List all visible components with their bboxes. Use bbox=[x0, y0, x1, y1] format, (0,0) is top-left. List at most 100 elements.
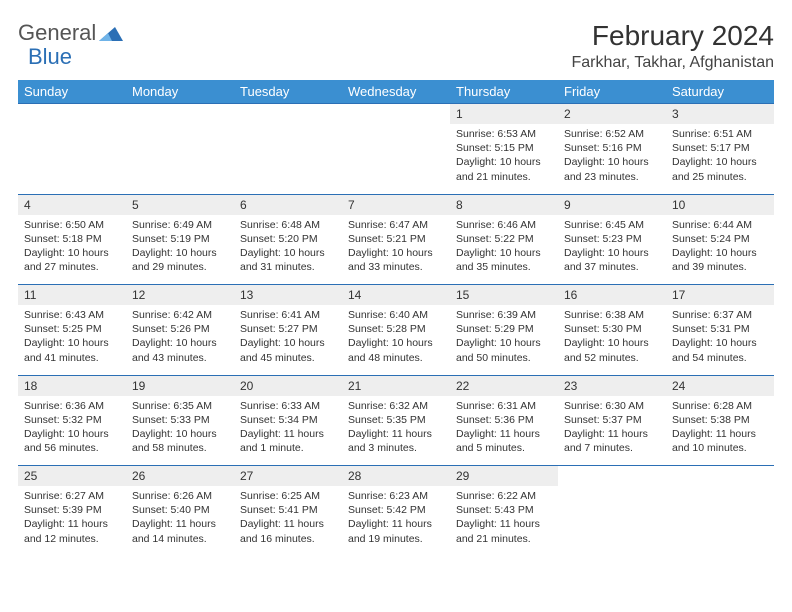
sunset-text: Sunset: 5:35 PM bbox=[348, 413, 444, 427]
sunset-text: Sunset: 5:41 PM bbox=[240, 503, 336, 517]
daylight-text: Daylight: 10 hours and 21 minutes. bbox=[456, 155, 552, 183]
day-detail-cell: Sunrise: 6:38 AMSunset: 5:30 PMDaylight:… bbox=[558, 305, 666, 375]
title-block: February 2024 Farkhar, Takhar, Afghanist… bbox=[572, 20, 775, 72]
day-detail-cell: Sunrise: 6:47 AMSunset: 5:21 PMDaylight:… bbox=[342, 215, 450, 285]
daylight-text: Daylight: 10 hours and 56 minutes. bbox=[24, 427, 120, 455]
sunset-text: Sunset: 5:34 PM bbox=[240, 413, 336, 427]
day-number-cell bbox=[342, 104, 450, 125]
sunset-text: Sunset: 5:18 PM bbox=[24, 232, 120, 246]
sunset-text: Sunset: 5:39 PM bbox=[24, 503, 120, 517]
sunset-text: Sunset: 5:19 PM bbox=[132, 232, 228, 246]
sunrise-text: Sunrise: 6:28 AM bbox=[672, 399, 768, 413]
daylight-text: Daylight: 10 hours and 35 minutes. bbox=[456, 246, 552, 274]
day-number-cell: 10 bbox=[666, 194, 774, 215]
sunrise-text: Sunrise: 6:22 AM bbox=[456, 489, 552, 503]
day-detail-cell: Sunrise: 6:36 AMSunset: 5:32 PMDaylight:… bbox=[18, 396, 126, 466]
day-detail-cell bbox=[666, 486, 774, 556]
day-detail-cell: Sunrise: 6:23 AMSunset: 5:42 PMDaylight:… bbox=[342, 486, 450, 556]
logo-text-2: Blue bbox=[28, 44, 72, 70]
day-number-cell: 19 bbox=[126, 375, 234, 396]
sunrise-text: Sunrise: 6:37 AM bbox=[672, 308, 768, 322]
day-detail-cell bbox=[558, 486, 666, 556]
daylight-text: Daylight: 10 hours and 58 minutes. bbox=[132, 427, 228, 455]
day-detail-cell: Sunrise: 6:49 AMSunset: 5:19 PMDaylight:… bbox=[126, 215, 234, 285]
day-number-cell: 22 bbox=[450, 375, 558, 396]
day-detail-cell: Sunrise: 6:27 AMSunset: 5:39 PMDaylight:… bbox=[18, 486, 126, 556]
day-number-cell: 15 bbox=[450, 285, 558, 306]
day-number-row: 18192021222324 bbox=[18, 375, 774, 396]
day-number-row: 11121314151617 bbox=[18, 285, 774, 306]
day-number-cell bbox=[18, 104, 126, 125]
day-detail-cell: Sunrise: 6:32 AMSunset: 5:35 PMDaylight:… bbox=[342, 396, 450, 466]
weekday-header-row: Sunday Monday Tuesday Wednesday Thursday… bbox=[18, 80, 774, 104]
day-detail-cell bbox=[126, 124, 234, 194]
day-number-row: 123 bbox=[18, 104, 774, 125]
sunset-text: Sunset: 5:24 PM bbox=[672, 232, 768, 246]
day-detail-cell: Sunrise: 6:46 AMSunset: 5:22 PMDaylight:… bbox=[450, 215, 558, 285]
day-number-cell: 13 bbox=[234, 285, 342, 306]
day-number-cell: 18 bbox=[18, 375, 126, 396]
daylight-text: Daylight: 11 hours and 14 minutes. bbox=[132, 517, 228, 545]
day-detail-row: Sunrise: 6:36 AMSunset: 5:32 PMDaylight:… bbox=[18, 396, 774, 466]
sunset-text: Sunset: 5:33 PM bbox=[132, 413, 228, 427]
sunrise-text: Sunrise: 6:50 AM bbox=[24, 218, 120, 232]
logo-text-1: General bbox=[18, 20, 96, 46]
day-detail-cell: Sunrise: 6:31 AMSunset: 5:36 PMDaylight:… bbox=[450, 396, 558, 466]
day-detail-cell bbox=[18, 124, 126, 194]
daylight-text: Daylight: 10 hours and 29 minutes. bbox=[132, 246, 228, 274]
daylight-text: Daylight: 11 hours and 1 minute. bbox=[240, 427, 336, 455]
day-detail-cell bbox=[234, 124, 342, 194]
day-number-cell: 8 bbox=[450, 194, 558, 215]
day-number-cell: 25 bbox=[18, 466, 126, 487]
sunrise-text: Sunrise: 6:41 AM bbox=[240, 308, 336, 322]
sunset-text: Sunset: 5:30 PM bbox=[564, 322, 660, 336]
day-detail-cell: Sunrise: 6:39 AMSunset: 5:29 PMDaylight:… bbox=[450, 305, 558, 375]
sunrise-text: Sunrise: 6:30 AM bbox=[564, 399, 660, 413]
day-detail-cell: Sunrise: 6:44 AMSunset: 5:24 PMDaylight:… bbox=[666, 215, 774, 285]
day-detail-cell: Sunrise: 6:30 AMSunset: 5:37 PMDaylight:… bbox=[558, 396, 666, 466]
sunrise-text: Sunrise: 6:27 AM bbox=[24, 489, 120, 503]
sunrise-text: Sunrise: 6:39 AM bbox=[456, 308, 552, 322]
sunset-text: Sunset: 5:31 PM bbox=[672, 322, 768, 336]
day-number-cell: 3 bbox=[666, 104, 774, 125]
day-detail-cell: Sunrise: 6:28 AMSunset: 5:38 PMDaylight:… bbox=[666, 396, 774, 466]
month-title: February 2024 bbox=[572, 20, 775, 52]
sunset-text: Sunset: 5:21 PM bbox=[348, 232, 444, 246]
sunset-text: Sunset: 5:22 PM bbox=[456, 232, 552, 246]
daylight-text: Daylight: 10 hours and 39 minutes. bbox=[672, 246, 768, 274]
day-detail-cell: Sunrise: 6:43 AMSunset: 5:25 PMDaylight:… bbox=[18, 305, 126, 375]
sunset-text: Sunset: 5:28 PM bbox=[348, 322, 444, 336]
weekday-header: Sunday bbox=[18, 80, 126, 104]
day-number-cell: 28 bbox=[342, 466, 450, 487]
day-number-cell: 14 bbox=[342, 285, 450, 306]
day-number-cell: 20 bbox=[234, 375, 342, 396]
sunset-text: Sunset: 5:26 PM bbox=[132, 322, 228, 336]
header: General February 2024 Farkhar, Takhar, A… bbox=[18, 20, 774, 72]
daylight-text: Daylight: 10 hours and 54 minutes. bbox=[672, 336, 768, 364]
sunset-text: Sunset: 5:23 PM bbox=[564, 232, 660, 246]
sunrise-text: Sunrise: 6:31 AM bbox=[456, 399, 552, 413]
sunrise-text: Sunrise: 6:23 AM bbox=[348, 489, 444, 503]
daylight-text: Daylight: 11 hours and 21 minutes. bbox=[456, 517, 552, 545]
sunrise-text: Sunrise: 6:43 AM bbox=[24, 308, 120, 322]
weekday-header: Wednesday bbox=[342, 80, 450, 104]
weekday-header: Friday bbox=[558, 80, 666, 104]
sunrise-text: Sunrise: 6:25 AM bbox=[240, 489, 336, 503]
sunrise-text: Sunrise: 6:32 AM bbox=[348, 399, 444, 413]
sunset-text: Sunset: 5:27 PM bbox=[240, 322, 336, 336]
daylight-text: Daylight: 11 hours and 19 minutes. bbox=[348, 517, 444, 545]
daylight-text: Daylight: 10 hours and 27 minutes. bbox=[24, 246, 120, 274]
weekday-header: Tuesday bbox=[234, 80, 342, 104]
sunset-text: Sunset: 5:29 PM bbox=[456, 322, 552, 336]
sunrise-text: Sunrise: 6:52 AM bbox=[564, 127, 660, 141]
day-number-row: 2526272829 bbox=[18, 466, 774, 487]
day-detail-cell: Sunrise: 6:52 AMSunset: 5:16 PMDaylight:… bbox=[558, 124, 666, 194]
day-number-cell: 21 bbox=[342, 375, 450, 396]
logo: General bbox=[18, 20, 124, 46]
day-number-cell: 5 bbox=[126, 194, 234, 215]
daylight-text: Daylight: 10 hours and 23 minutes. bbox=[564, 155, 660, 183]
daylight-text: Daylight: 10 hours and 33 minutes. bbox=[348, 246, 444, 274]
day-number-cell: 17 bbox=[666, 285, 774, 306]
daylight-text: Daylight: 10 hours and 31 minutes. bbox=[240, 246, 336, 274]
sunset-text: Sunset: 5:20 PM bbox=[240, 232, 336, 246]
